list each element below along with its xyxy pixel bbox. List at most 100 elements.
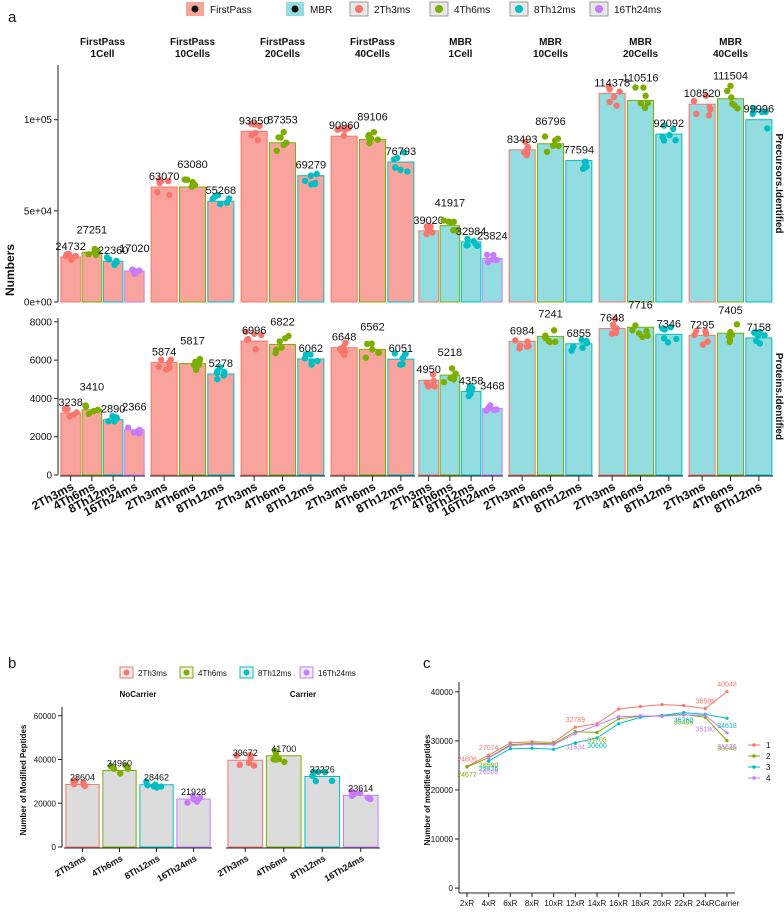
data-point-8Th12ms (582, 158, 589, 165)
value-label: 21928 (181, 787, 206, 797)
y-tick-label: 1e+05 (24, 115, 53, 126)
value-label: 22360 (98, 245, 129, 257)
value-label: 93650 (239, 115, 270, 127)
legend-dot-2Th3ms (123, 669, 130, 676)
data-point-4Th6ms (545, 337, 552, 345)
value-label: 3238 (58, 397, 82, 409)
bar-2Th3ms (65, 783, 100, 848)
bar-8Th12ms (655, 333, 683, 476)
data-point-4Th6ms (370, 129, 378, 136)
series-point-1 (573, 725, 577, 729)
value-label: 32226 (310, 765, 335, 775)
value-label: 4950 (416, 364, 440, 376)
data-point-4Th6ms (82, 403, 90, 410)
bar-2Th3ms (418, 230, 439, 303)
data-point-2Th3ms (608, 330, 616, 337)
data-point-8Th12ms (762, 108, 769, 116)
data-point-4Th6ms (85, 251, 92, 258)
bar-2Th3ms (150, 186, 178, 303)
annotation-label: 30600 (587, 743, 607, 750)
value-label: 6062 (299, 343, 323, 355)
bar-2Th3ms (60, 256, 81, 303)
legend-dot-16Th24ms (303, 669, 310, 676)
data-point-8Th12ms (660, 122, 668, 129)
data-point-8Th12ms (764, 125, 771, 132)
data-point-8Th12ms (111, 418, 118, 425)
bar-16Th24ms (176, 798, 211, 848)
data-point-4Th6ms (733, 321, 741, 328)
data-point-4Th6ms (94, 406, 102, 413)
data-point-8Th12ms (660, 335, 668, 342)
series-point-4 (487, 756, 491, 760)
data-point-4Th6ms (273, 346, 280, 353)
legend-dot-3 (752, 765, 756, 769)
x-tick-label: 2Th3ms (216, 853, 250, 879)
value-label: 28604 (70, 772, 95, 782)
legend-dot-FirstPass (191, 5, 199, 13)
legend-label-1: 1 (766, 741, 771, 750)
annotation-label: 25926 (479, 766, 499, 773)
data-point-2Th3ms (248, 131, 255, 139)
data-point-8Th12ms (463, 242, 470, 249)
series-point-4 (530, 742, 534, 746)
y-tick-label: 60000 (34, 712, 57, 721)
bar-16Th24ms (124, 429, 145, 476)
data-point-8Th12ms (209, 195, 216, 203)
bar-8Th12ms (102, 419, 124, 476)
series-point-1 (725, 689, 729, 694)
data-point-8Th12ms (666, 131, 673, 139)
value-label: 41917 (435, 198, 466, 210)
legend-label-4Th6ms: 4Th6ms (198, 669, 227, 678)
value-label: 7716 (628, 299, 652, 311)
data-point-8Th12ms (391, 350, 398, 357)
bar-16Th24ms (342, 794, 379, 848)
value-label: 7158 (747, 322, 771, 334)
bar-2Th3ms (150, 362, 178, 476)
y-axis-title: Numbers (3, 244, 17, 296)
bar-4Th6ms (178, 363, 207, 476)
value-label: 7241 (538, 308, 562, 320)
facet-strip-line2: 1Cell (449, 49, 473, 60)
data-point-4Th6ms (726, 338, 733, 346)
facet-strip-line2: 40Cells (713, 49, 748, 60)
series-point-3 (508, 747, 512, 751)
bar-8Th12ms (387, 161, 415, 303)
value-label: 108520 (684, 88, 721, 100)
data-point-16Th24ms (131, 270, 138, 277)
value-label: 3468 (480, 381, 504, 393)
series-point-1 (703, 706, 707, 711)
y-tick-label: 4000 (30, 394, 53, 405)
value-label: 77594 (564, 145, 595, 157)
data-point-8Th12ms (397, 166, 404, 173)
data-point-4Th6ms (448, 365, 456, 372)
data-point-4Th6ms (632, 84, 639, 91)
bar-2Th3ms (240, 340, 268, 476)
row-strip-label: Proteins.Identified (773, 353, 784, 440)
bar-8Th12ms (102, 260, 124, 303)
data-point-4Th6ms (276, 338, 283, 345)
data-point-4Th6ms (734, 105, 741, 112)
series-point-4 (682, 713, 686, 717)
data-point-8Th12ms (301, 177, 309, 185)
data-point-8Th12ms (670, 125, 677, 133)
value-label: 7405 (718, 305, 742, 317)
data-point-2Th3ms (244, 335, 252, 343)
value-label: 4358 (459, 376, 483, 388)
bar-8Th12ms (565, 160, 593, 303)
data-point-2Th3ms (258, 331, 265, 339)
facet-strip-line2: 1Cell (91, 49, 115, 60)
series-point-4 (573, 731, 577, 735)
data-point-8Th12ms (143, 778, 150, 785)
x-tick-label: 16Th24ms (323, 853, 366, 884)
data-point-4Th6ms (452, 370, 459, 377)
data-point-8Th12ms (111, 261, 118, 268)
bar-4Th6ms (439, 374, 461, 476)
panel-label-c: c (423, 655, 431, 672)
bar-8Th12ms (207, 200, 235, 303)
data-point-4Th6ms (644, 99, 652, 107)
legend-dot-1 (752, 743, 756, 747)
legend-label-8Th12ms: 8Th12ms (258, 669, 291, 678)
value-label: 69279 (296, 160, 327, 172)
data-point-2Th3ms (702, 330, 710, 338)
